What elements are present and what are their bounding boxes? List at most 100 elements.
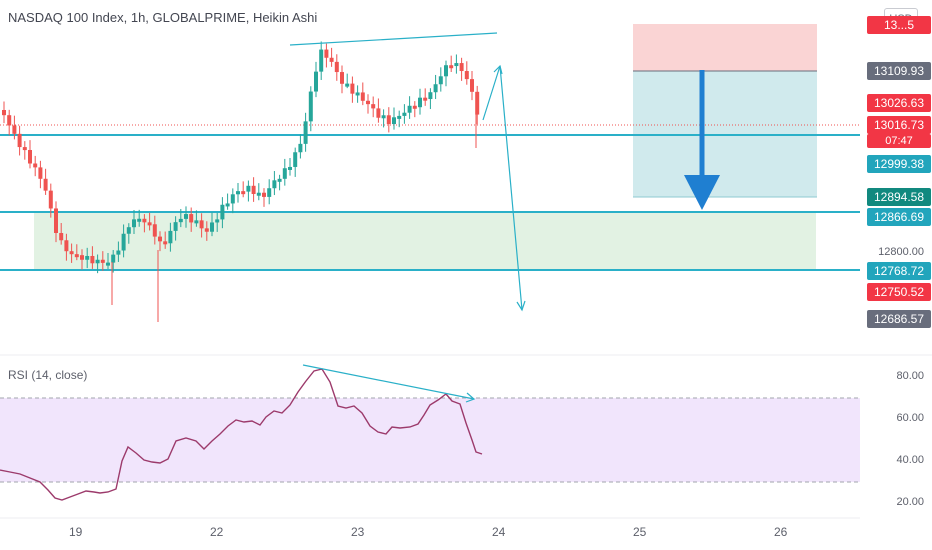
candle-body: [48, 190, 53, 209]
candle-body: [90, 255, 95, 264]
candle-body: [319, 49, 324, 72]
price-tag-resistance: 12999.38: [867, 155, 931, 173]
countdown-tag: 07:47: [867, 134, 931, 148]
candle-body: [178, 218, 183, 223]
candle-body: [360, 92, 365, 101]
candle-body: [288, 166, 292, 170]
candle-body: [376, 108, 381, 118]
candle-body: [423, 97, 428, 101]
candle-body: [147, 222, 152, 226]
rsi-divergence-line[interactable]: [302, 364, 475, 400]
stop-loss-zone: [633, 24, 817, 71]
projection-arrowhead-down: [516, 300, 526, 312]
candle-body: [272, 180, 277, 189]
candle-body: [345, 83, 350, 87]
time-axis-label: 26: [774, 525, 788, 539]
candle-body: [314, 71, 318, 92]
candle-body: [470, 79, 474, 92]
candle-body: [293, 152, 298, 167]
candle-body: [334, 61, 339, 73]
candle-body: [22, 147, 27, 151]
chart-title[interactable]: NASDAQ 100 Index, 1h, GLOBALPRIME, Heiki…: [8, 10, 318, 25]
candle-body: [152, 224, 157, 237]
candle-body: [121, 233, 126, 251]
candle-body: [256, 192, 261, 196]
rsi-axis-label: 60.00: [896, 412, 924, 424]
price-tag-last: 13016.73: [867, 116, 931, 134]
candle-body: [28, 150, 32, 164]
candle-body: [163, 241, 168, 245]
candle-body: [392, 117, 396, 125]
candle-body: [54, 208, 58, 233]
candle-body: [80, 255, 84, 260]
candle-body: [111, 254, 116, 263]
candle-body: [210, 222, 214, 232]
candle-body: [433, 84, 438, 93]
candle-body: [236, 191, 240, 195]
candle-body: [173, 222, 178, 231]
time-axis-label: 25: [633, 525, 647, 539]
candle-body: [59, 232, 64, 241]
short-arrow-head: [684, 175, 720, 210]
time-axis-label: 22: [210, 525, 224, 539]
candle-body: [277, 178, 282, 182]
price-axis-label: 12800.00: [878, 246, 924, 258]
candle-body: [386, 115, 391, 125]
candle-body: [95, 259, 100, 264]
candle-body: [126, 227, 131, 234]
candle-body: [142, 218, 147, 223]
candle-body: [194, 220, 199, 224]
projection-path[interactable]: [482, 65, 523, 311]
rsi-band: [0, 398, 860, 482]
candle-body: [38, 167, 43, 179]
candle-body: [220, 204, 225, 220]
candle-body: [246, 185, 251, 192]
candle-body: [189, 214, 194, 223]
rsi-axis-label: 80.00: [896, 370, 924, 382]
candle-body: [350, 83, 355, 94]
candle-body: [199, 220, 204, 229]
candle-body: [340, 72, 344, 84]
candle-body: [184, 214, 188, 219]
candle-body: [106, 262, 110, 266]
candlestick-series: [2, 41, 480, 322]
candle-body: [204, 228, 209, 232]
candle-body: [225, 203, 230, 207]
price-tag-target: 12894.58: [867, 188, 931, 206]
candle-body: [303, 121, 308, 144]
candle-body: [428, 92, 433, 100]
price-tag-stop: 13...5: [867, 16, 931, 34]
candle-body: [366, 100, 370, 105]
rsi-title[interactable]: RSI (14, close): [8, 368, 88, 382]
candle-body: [444, 65, 448, 77]
candle-body: [329, 57, 334, 62]
candle-body: [282, 168, 287, 179]
candle-body: [251, 185, 256, 194]
price-tag-bottom: 12686.57: [867, 310, 931, 328]
candle-body: [402, 112, 407, 116]
projection-arrowhead-up: [493, 64, 503, 75]
candle-body: [17, 133, 22, 148]
candle-body: [464, 71, 469, 80]
candle-body: [267, 188, 272, 197]
candle-body: [100, 259, 105, 263]
candle-body: [438, 76, 443, 85]
rsi-axis-label: 40.00: [896, 454, 924, 466]
candle-body: [324, 49, 329, 58]
candle-body: [215, 219, 220, 223]
candle-body: [381, 115, 386, 119]
candle-body: [7, 115, 12, 126]
candle-body: [397, 115, 402, 119]
candle-body: [298, 143, 303, 153]
candle-body: [407, 105, 412, 113]
candle-body: [69, 251, 74, 255]
candle-body: [12, 125, 17, 134]
rsi-divergence-arrowhead: [465, 392, 476, 403]
candle-body: [116, 250, 121, 255]
candle-body: [33, 163, 38, 168]
candle-body: [230, 194, 235, 204]
candle-body: [454, 63, 459, 67]
candle-body: [158, 236, 162, 242]
top-trendline[interactable]: [289, 32, 498, 46]
